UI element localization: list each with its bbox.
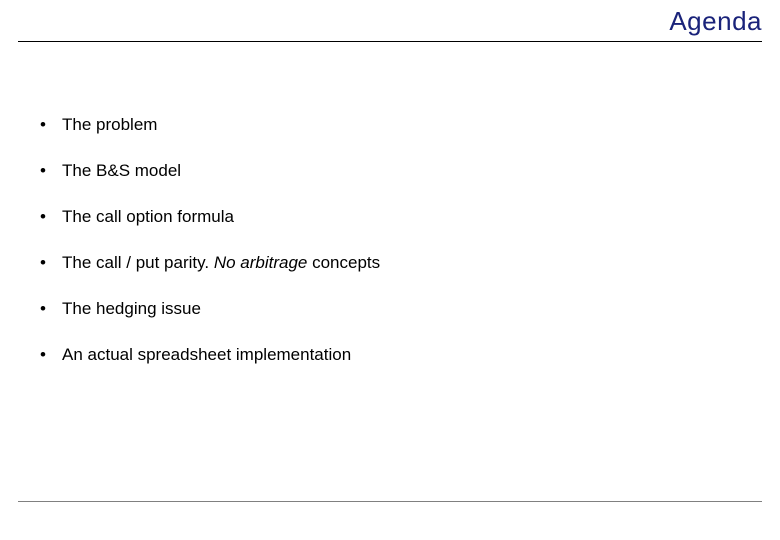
list-item: The B&S model [40, 160, 762, 182]
bullet-text-suffix: concepts [307, 253, 380, 272]
list-item: The call / put parity. No arbitrage conc… [40, 252, 762, 274]
bullet-list: The problem The B&S model The call optio… [40, 114, 762, 367]
bullet-text: The call option formula [62, 207, 234, 226]
title-block: Agenda [18, 0, 762, 42]
bullet-text: The B&S model [62, 161, 181, 180]
list-item: An actual spreadsheet implementation [40, 344, 762, 366]
list-item: The call option formula [40, 206, 762, 228]
list-item: The problem [40, 114, 762, 136]
slide-title: Agenda [18, 6, 762, 37]
slide: Agenda The problem The B&S model The cal… [0, 0, 780, 540]
footer-divider [18, 501, 762, 502]
bullet-text-prefix: The call / put parity. [62, 253, 214, 272]
bullet-text: The problem [62, 115, 157, 134]
bullet-text: The hedging issue [62, 299, 201, 318]
slide-body: The problem The B&S model The call optio… [18, 42, 762, 367]
bullet-text: An actual spreadsheet implementation [62, 345, 351, 364]
list-item: The hedging issue [40, 298, 762, 320]
bullet-text-italic: No arbitrage [214, 253, 308, 272]
